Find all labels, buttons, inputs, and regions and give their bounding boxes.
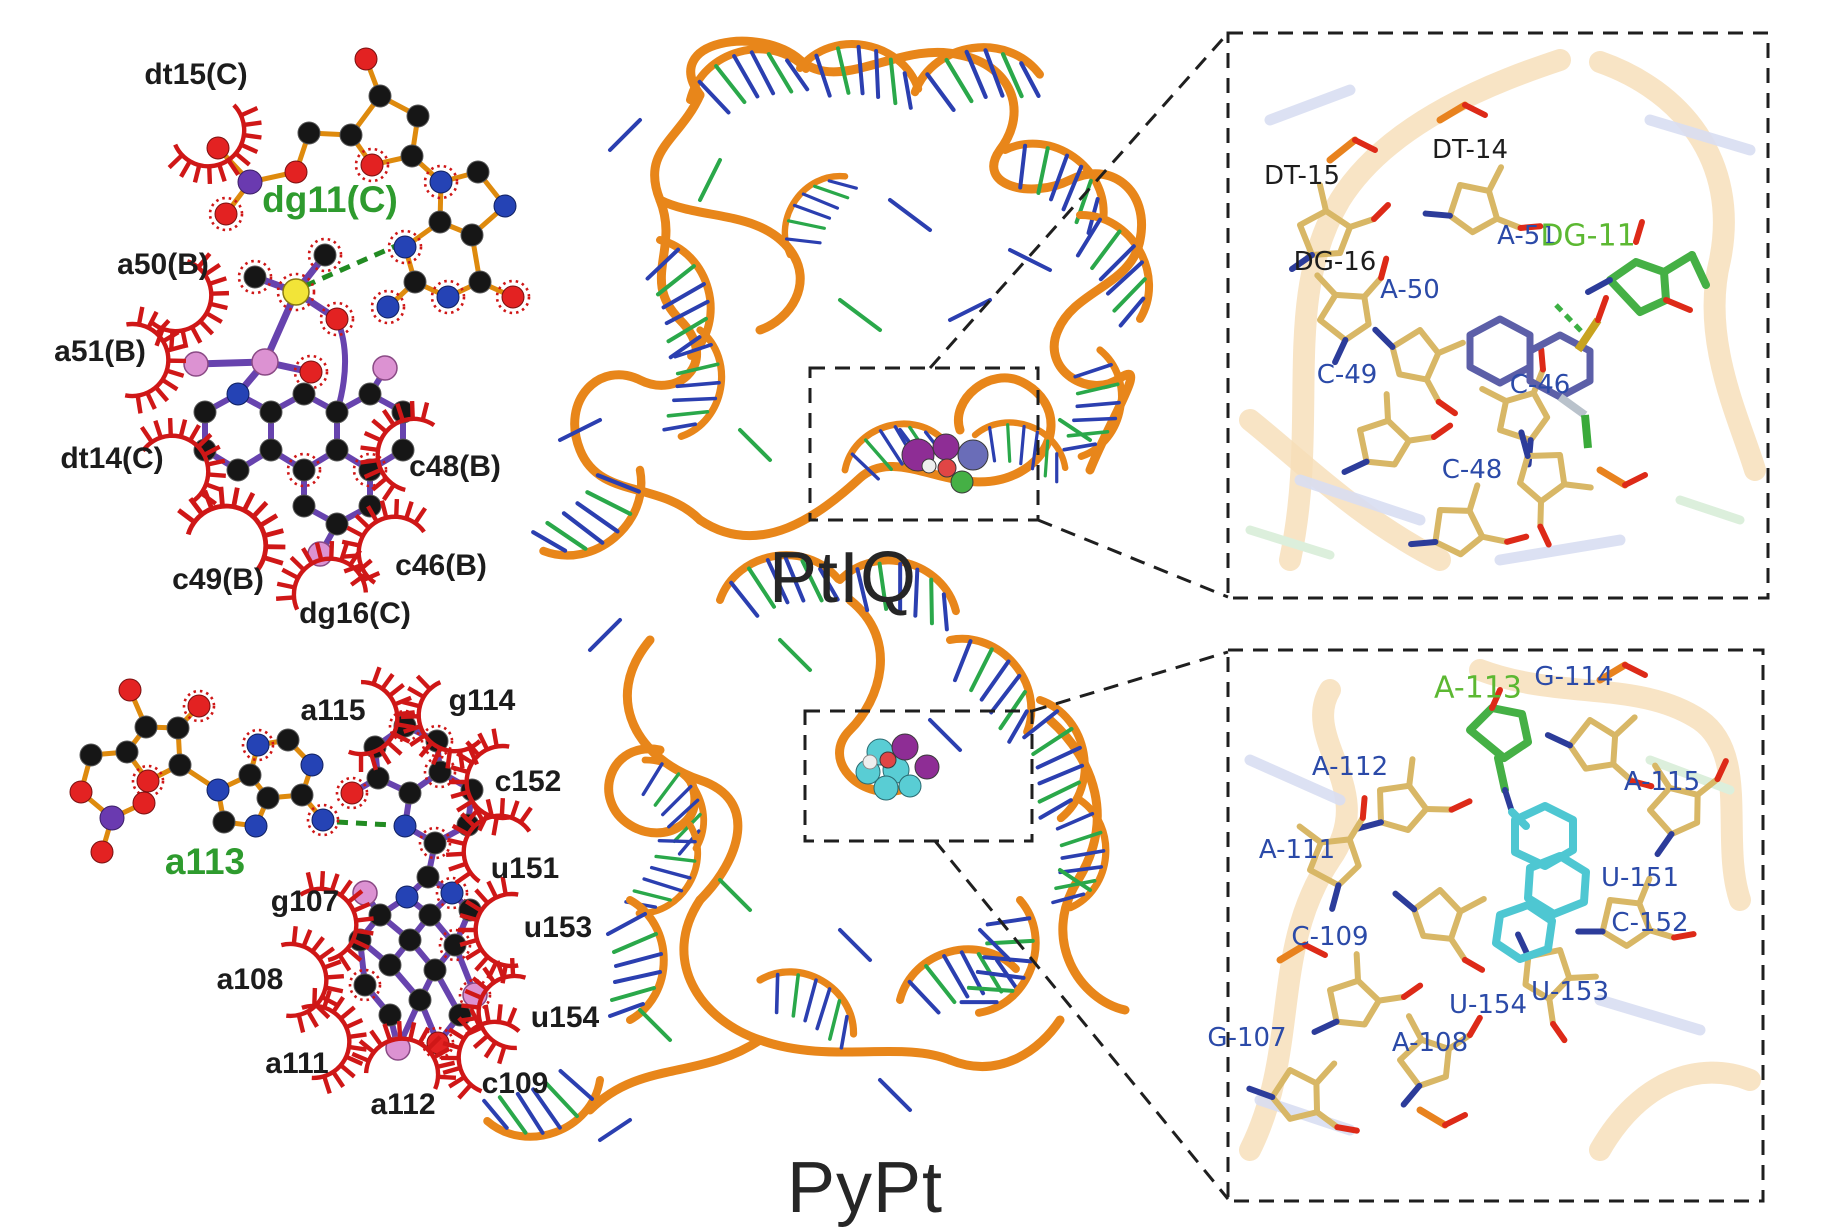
detail-label-a112: A-112 — [1311, 752, 1389, 782]
detail-label-u154: U-154 — [1448, 990, 1528, 1020]
residue-label-u151: u151 — [490, 852, 560, 885]
zoom-box-ptiq — [808, 366, 1040, 522]
structure-title-ptiq: PtIQ — [768, 538, 918, 618]
residue-label-a50: a50(B) — [117, 248, 209, 281]
connector-pypt-bottom — [933, 840, 1230, 1200]
rna-structure-bottom — [480, 546, 1230, 1200]
residue-label-u153: u153 — [523, 911, 593, 944]
zoom-box-pypt — [803, 709, 1034, 843]
ligplot-top-diagram — [125, 47, 531, 614]
connector-pypt-top — [1031, 650, 1229, 713]
residue-label-dt14: dt14(C) — [60, 442, 164, 475]
detail-label-u153: U-153 — [1530, 977, 1610, 1007]
ptiq-ligand-spheres — [901, 433, 989, 494]
detail-label-dg11: DG-11 — [1540, 218, 1636, 254]
detail-label-a50: A-50 — [1380, 275, 1440, 305]
detail-label-g114: G-114 — [1534, 662, 1614, 692]
ligand-label-a113: a113 — [164, 841, 246, 882]
detail-label-dg16: DG-16 — [1293, 247, 1377, 277]
detail-label-c109: C-109 — [1291, 922, 1369, 952]
detail-panel-bottom — [1226, 648, 1765, 1203]
connector-ptiq-top — [928, 32, 1230, 369]
detail-panel-bottom-border — [1226, 648, 1765, 1203]
residue-label-a112: a112 — [370, 1088, 436, 1121]
residue-label-dt15: dt15(C) — [144, 58, 248, 91]
detail-label-a51: A-51 — [1497, 221, 1557, 251]
detail-label-c152: C-152 — [1611, 908, 1689, 938]
residue-label-c46: c46(B) — [395, 549, 487, 582]
detail-label-a111: A-111 — [1258, 835, 1336, 865]
detail-label-c48: C-48 — [1441, 455, 1503, 485]
atoms-bottom — [69, 678, 488, 1061]
residue-label-c109: c109 — [481, 1067, 549, 1100]
residue-label-a51: a51(B) — [54, 335, 146, 368]
residue-label-c48: c48(B) — [409, 450, 501, 483]
residue-label-c49: c49(B) — [172, 563, 264, 596]
detail-label-g107: G-107 — [1207, 1023, 1287, 1053]
residue-label-g114: g114 — [448, 684, 516, 717]
detail-label-dt15: DT-15 — [1264, 161, 1340, 191]
detail-label-c46: C-46 — [1509, 370, 1571, 400]
residue-label-g107: g107 — [270, 885, 340, 918]
detail-panel-top — [1226, 31, 1770, 600]
detail-label-u151: U-151 — [1600, 863, 1680, 893]
residue-label-u154: u154 — [530, 1001, 600, 1034]
detail-label-dt14: DT-14 — [1432, 135, 1508, 165]
connector-ptiq-bottom — [1037, 518, 1229, 599]
structure-title-pypt: PyPt — [786, 1148, 944, 1228]
detail-panel-top-border — [1226, 31, 1770, 600]
contact-sunbursts-bottom — [131, 689, 492, 1060]
residue-label-a115: a115 — [300, 694, 366, 727]
residue-label-c152: c152 — [494, 765, 562, 798]
detail-label-a115: A-115 — [1623, 767, 1701, 797]
residue-label-dg16: dg16(C) — [299, 597, 411, 630]
contact-sunbursts-top — [208, 147, 531, 488]
residue-label-a108: a108 — [216, 963, 284, 996]
residue-label-a111: a111 — [265, 1047, 329, 1080]
pypt-ligand-spheres — [855, 733, 940, 801]
detail-label-c49: C-49 — [1316, 360, 1378, 390]
ligplot-bottom-diagram — [69, 665, 542, 1107]
ligand-label-dg11: dg11(C) — [262, 179, 398, 220]
detail-label-a108: A-108 — [1391, 1028, 1469, 1058]
rna-structure-top — [529, 32, 1230, 599]
detail-label-a113: A-113 — [1434, 670, 1522, 706]
